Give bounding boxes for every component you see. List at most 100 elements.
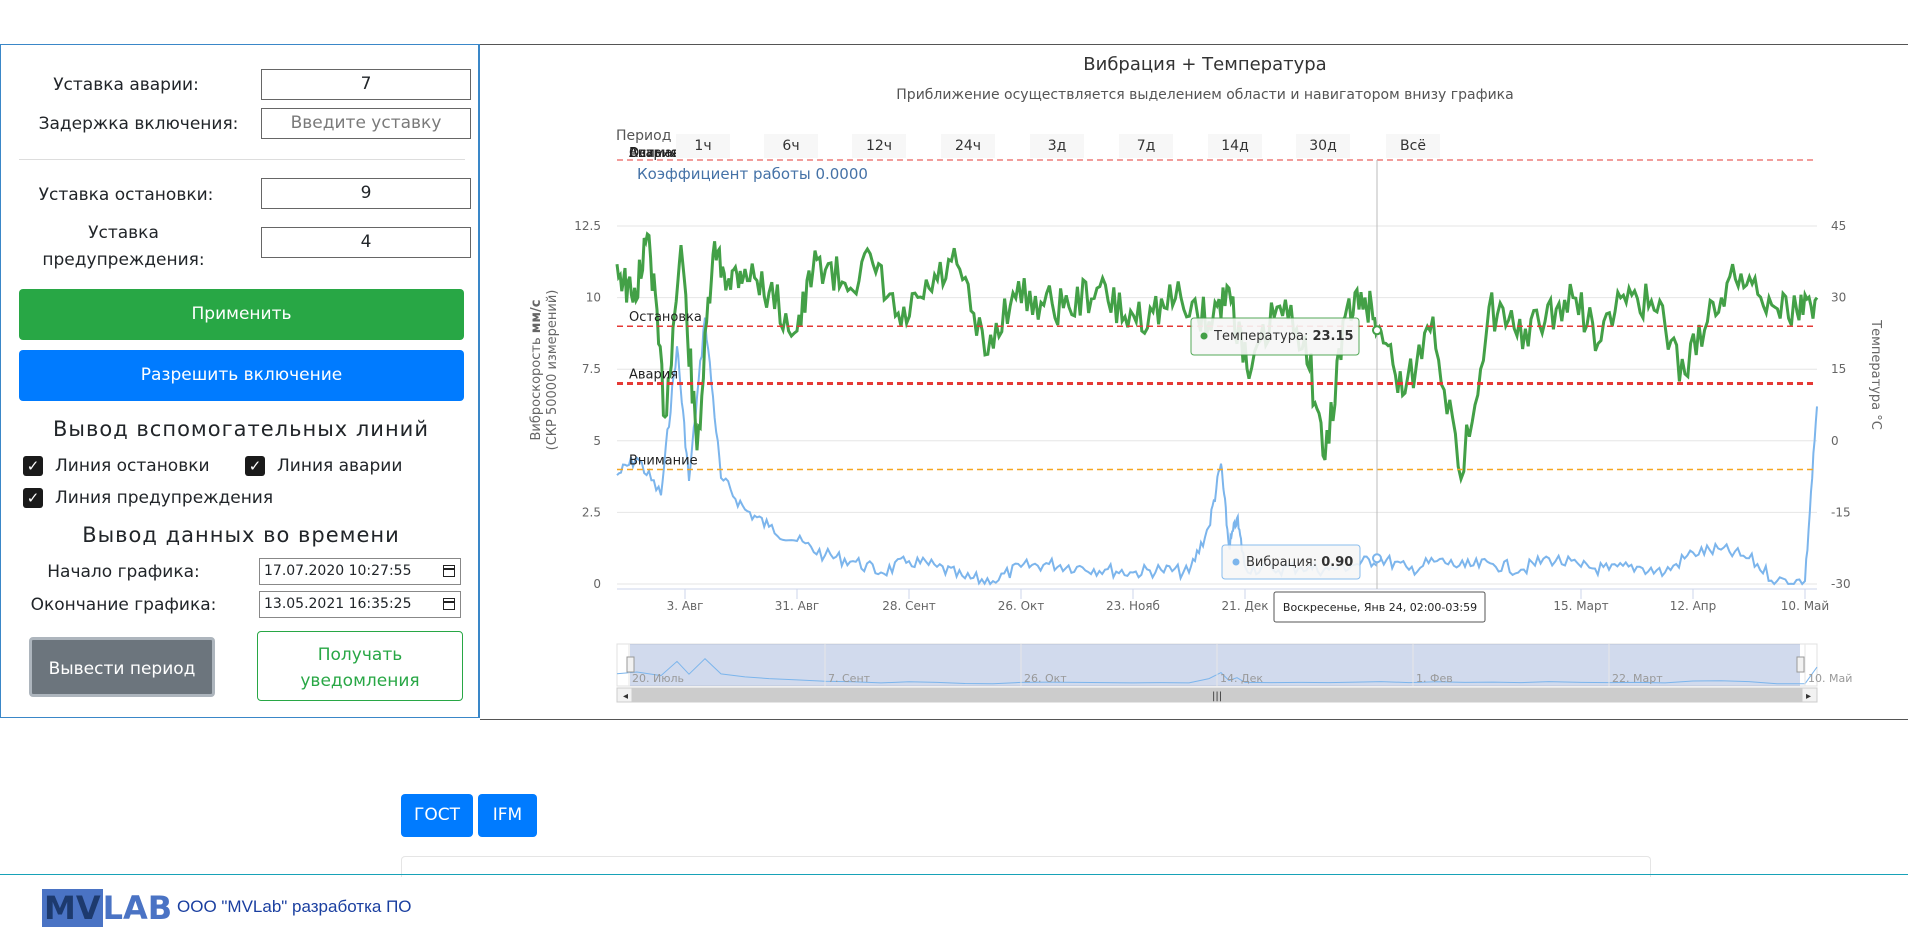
logo-part-b: LAB [102,889,173,927]
y2-tick-label: -30 [1831,577,1851,591]
y-tick-label: 0 [593,577,601,591]
start-date-input[interactable]: 17.07.2020 10:27:55 [259,558,461,585]
stop-setpoint-input[interactable]: 9 [261,178,471,209]
period-button-2[interactable]: 6ч [764,134,818,158]
coefficient-text: Коэффициент работы 0.0000 [637,165,868,183]
end-date-label: Окончание графика: [30,595,217,615]
temperature-series[interactable] [615,231,1819,485]
y-axis-subtitle: (СКР 50000 измерений) [545,290,560,451]
x-tick-label: 12. Апр [1670,599,1717,613]
chart-svg[interactable]: Вибрация + Температура Приближение осуще… [0,0,1908,720]
period-button-8[interactable]: 30д [1296,134,1350,158]
notify-button[interactable]: Получать уведомления [257,631,463,701]
navigator[interactable]: 20. Июль 7. Сент 26. Окт 14. Дек 1. Фев 22. М… [616,643,1852,703]
navigator-labels: 20. Июль 7. Сент 26. Окт 14. Дек 1. Фев 22. М… [628,644,1852,686]
period-button-1[interactable]: 1ч [676,134,730,158]
alarm-setpoint-input[interactable]: 7 [261,69,471,100]
x-tick-label: 15. Март [1553,599,1608,613]
warning-setpoint-label: Уставка предупреждения: [42,223,205,270]
end-date-value: 13.05.2021 16:35:25 [264,596,412,612]
x-axis: 3. Авг 31. Авг 28. Сент 26. Окт 23. Нояб 21. … [667,589,1829,613]
time-output-heading: Вывод данных во времени [82,523,400,547]
navigator-label: 20. Июль [632,672,684,685]
y2-axis-title: Температура °С [1868,319,1883,430]
navigator-handle-right[interactable] [1796,656,1805,673]
end-date-input[interactable]: 13.05.2021 16:35:25 [259,591,461,618]
vibration-series[interactable] [616,317,1818,586]
plot-line-label: Остановка [629,310,702,325]
x-tick-label: 3. Авг [667,599,704,613]
y2-tick-label: -15 [1831,505,1851,519]
warning-line-checkbox[interactable]: ✓ [23,488,43,508]
period-button-7[interactable]: 14д [1208,134,1262,158]
stop-setpoint-label: Уставка остановки: [38,185,214,205]
chart-title: Вибрация + Температура [1083,54,1326,75]
scroll-right-arrow-icon[interactable]: ▸ [1806,691,1811,702]
apply-button[interactable]: Применить [19,289,464,340]
alarm-line-checkbox[interactable]: ✓ [245,456,265,476]
y2-tick-label: 45 [1831,219,1846,233]
tab-ifm[interactable]: IFM [478,794,537,837]
temperature-tooltip: Температура: 23.15 [1190,317,1360,356]
period-button-4[interactable]: 24ч [941,134,995,158]
band-label: Авария [629,146,678,161]
tooltip-vib-value: 0.90 [1321,555,1353,570]
alarm-setpoint-label: Уставка аварии: [53,75,199,95]
calendar-icon[interactable] [443,565,455,577]
footer: MVLAB ООО "MVLab" разработка ПО [0,874,1908,938]
stop-line-checkbox[interactable]: ✓ [23,456,43,476]
y-tick-label: 10 [586,291,601,305]
y2-tick-label: 30 [1831,291,1846,305]
y-tick-label: 2.5 [582,505,601,519]
tooltip-vib-label: Вибрация: [1246,555,1317,570]
svg-text:Температура: 23.15: Температура: 23.15 [1213,329,1354,344]
delay-input[interactable]: Введите уставку [261,108,471,139]
scroll-grip-icon[interactable]: ||| [1212,691,1222,702]
alarm-line-label: Линия аварии [277,456,403,476]
period-button-5[interactable]: 3д [1030,134,1084,158]
warning-line-label: Линия предупреждения [55,488,274,508]
y-axis: 0 2.5 5 7.5 10 12.5 [574,219,601,591]
show-period-button[interactable]: Вывести период [29,637,215,697]
chart-container [480,44,1908,720]
y-tick-label: 7.5 [582,362,601,376]
x-tick-label: 31. Авг [775,599,819,613]
settings-panel: Уставка аварии: 7 Задержка включения: Вв… [0,44,480,718]
y-axis-title: Виброскорость мм/с [529,300,544,441]
tab-gost[interactable]: ГОСТ [401,794,473,837]
navigator-label: 26. Окт [1024,672,1067,685]
svg-text:Вибрация: 0.90: Вибрация: 0.90 [1246,555,1353,570]
navigator-label: 14. Дек [1220,672,1263,685]
x-tick-label: 10. Май [1781,599,1829,613]
y2-axis: -30 -15 0 15 30 45 [1831,219,1851,591]
period-label: Период [616,128,671,144]
period-button-9[interactable]: Всё [1386,134,1440,158]
vibration-marker [1372,553,1382,564]
mvlab-logo: MVLAB [42,885,172,931]
temperature-marker [1372,325,1382,336]
calendar-icon[interactable] [443,598,455,610]
navigator-scrollbar-thumb[interactable] [631,687,1803,703]
logo-part-a: MV [42,889,103,927]
plot-line-label: Авария [629,368,678,383]
plot-lines: Остановка Авария Внимание [617,159,1817,471]
vibration-tooltip: Вибрация: 0.90 [1221,544,1361,580]
navigator-handle-left[interactable] [626,656,635,673]
x-tick-label: 26. Окт [998,599,1045,613]
divider [19,159,465,160]
warning-setpoint-input[interactable]: 4 [261,227,471,258]
navigator-label: 1. Фев [1416,672,1453,685]
period-button-3[interactable]: 12ч [852,134,906,158]
tooltip-temp-value: 23.15 [1312,329,1353,344]
scroll-left-arrow-icon[interactable]: ◂ [623,691,628,702]
tooltip-temp-label: Температура: [1213,329,1308,344]
footer-text: ООО "MVLab" разработка ПО [177,897,412,916]
tab-content-card [401,856,1651,877]
chart-subtitle: Приближение осуществляется выделением об… [896,87,1513,103]
allow-start-button[interactable]: Разрешить включение [19,350,464,401]
grid [617,225,1817,585]
start-date-label: Начало графика: [47,562,200,582]
period-button-6[interactable]: 7д [1119,134,1173,158]
y-tick-label: 5 [593,434,601,448]
stop-line-label: Линия остановки [55,456,210,476]
